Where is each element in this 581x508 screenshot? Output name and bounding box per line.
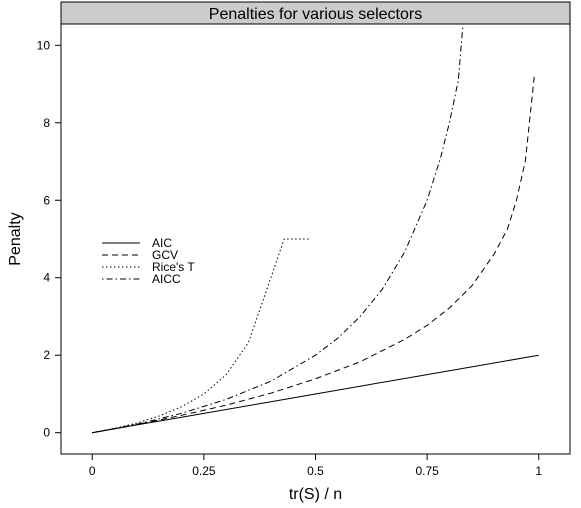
series-line-rice-s-t	[92, 238, 311, 434]
y-tick-label: 8	[43, 116, 50, 130]
y-axis: 0 2 4 6 8 10	[37, 38, 61, 440]
x-tick-label: 0.25	[192, 464, 216, 478]
y-tick-label: 4	[43, 271, 50, 285]
y-tick-label: 2	[43, 348, 50, 362]
series-line-aic	[92, 354, 539, 434]
series-line-aicc	[92, 25, 464, 434]
x-axis: 0 0.25 0.5 0.75 1	[89, 454, 542, 478]
x-tick-label: 0.75	[415, 464, 439, 478]
legend-label: Rice's T	[152, 260, 195, 274]
x-tick-label: 0.5	[307, 464, 324, 478]
y-tick-label: 10	[37, 38, 51, 52]
chart-title: Penalties for various selectors	[209, 6, 422, 23]
legend-label: AIC	[152, 236, 172, 250]
series-lines	[92, 25, 539, 434]
legend-label: GCV	[152, 248, 178, 262]
x-tick-label: 1	[535, 464, 542, 478]
series-line-gcv	[92, 75, 535, 434]
y-tick-label: 6	[43, 193, 50, 207]
legend-label: AICC	[152, 272, 181, 286]
x-axis-title: tr(S) / n	[289, 486, 342, 503]
x-tick-label: 0	[89, 464, 96, 478]
y-axis-title: Penalty	[7, 212, 24, 265]
y-tick-label: 0	[43, 426, 50, 440]
